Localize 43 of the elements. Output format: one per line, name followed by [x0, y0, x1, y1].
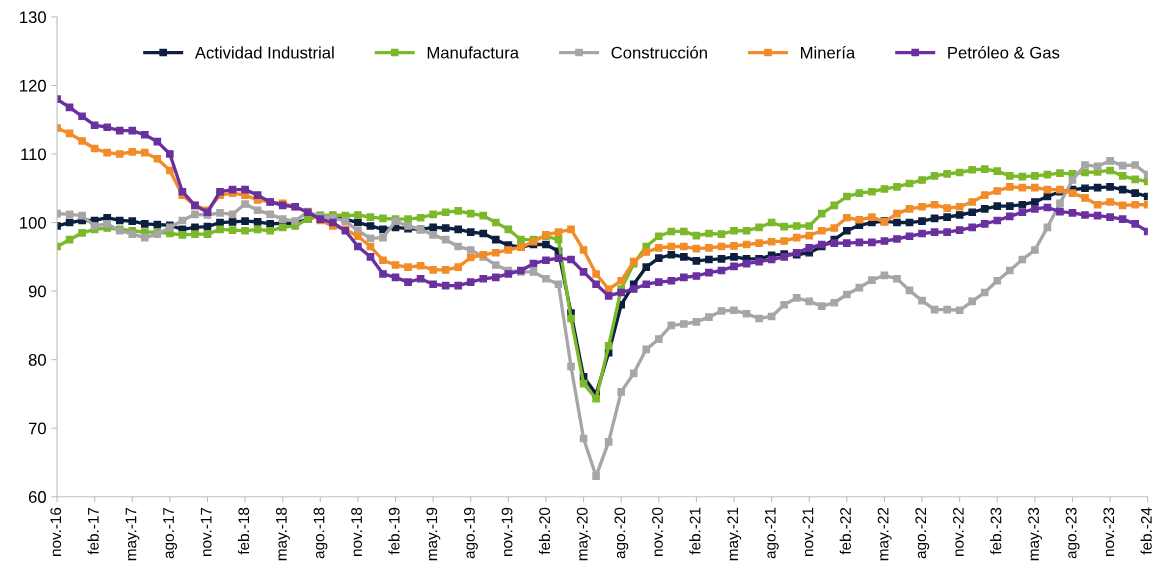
x-tick-label: may.-22 — [877, 507, 892, 561]
x-tick-label: ago.-18 — [313, 507, 328, 559]
x-tick-label: ago.-23 — [1065, 507, 1080, 559]
x-tick-label: feb.-24 — [1140, 507, 1152, 555]
legend-label: Manufactura — [427, 46, 520, 59]
x-tick-label: may.-20 — [576, 507, 591, 561]
x-tick-label: feb.-19 — [388, 507, 400, 555]
y-tick-label: 100 — [20, 216, 46, 229]
x-tick-label: nov.-21 — [802, 507, 814, 556]
x-tick-label: nov.-22 — [952, 507, 964, 556]
legend-label: Petróleo & Gas — [948, 46, 1060, 59]
y-tick-label: 70 — [28, 422, 46, 435]
x-tick-label: nov.-19 — [501, 507, 513, 556]
x-tick-label: ago.-20 — [614, 507, 629, 559]
legend-label: Actividad Industrial — [194, 46, 334, 59]
x-tick-label: ago.-22 — [915, 507, 930, 559]
y-tick-label: 130 — [20, 11, 46, 24]
x-tick-label: nov.-18 — [351, 507, 363, 556]
x-tick-label: may.-21 — [727, 507, 742, 561]
x-tick-label: nov.-17 — [200, 507, 212, 556]
legend-label: Minería — [801, 46, 856, 59]
x-tick-label: ago.-21 — [764, 507, 779, 559]
x-tick-label: feb.-21 — [689, 507, 701, 555]
y-tick-label: 80 — [28, 354, 46, 366]
x-tick-label: may.-19 — [426, 507, 441, 561]
x-tick-label: may.-18 — [275, 507, 290, 561]
y-tick-label: 110 — [21, 148, 46, 161]
x-tick-label: feb.-22 — [839, 507, 851, 555]
y-tick-label: 120 — [20, 79, 46, 92]
x-tick-label: feb.-23 — [990, 507, 1002, 555]
x-tick-label: feb.-20 — [538, 507, 551, 555]
x-tick-label: nov.-20 — [652, 507, 663, 556]
x-tick-label: nov.-23 — [1103, 507, 1115, 556]
y-tick-label: 60 — [28, 491, 46, 503]
legend-label: Construcción — [611, 46, 707, 59]
x-tick-label: feb.-18 — [237, 507, 250, 555]
x-tick-label: ago.-19 — [464, 507, 478, 559]
x-tick-label: may.-23 — [1028, 507, 1042, 561]
x-tick-label: feb.-17 — [87, 507, 99, 555]
x-tick-label: may.-17 — [125, 507, 140, 561]
x-tick-label: nov.-16 — [50, 507, 62, 556]
x-tick-label: ago.-17 — [163, 507, 177, 559]
y-tick-label: 90 — [28, 285, 46, 298]
